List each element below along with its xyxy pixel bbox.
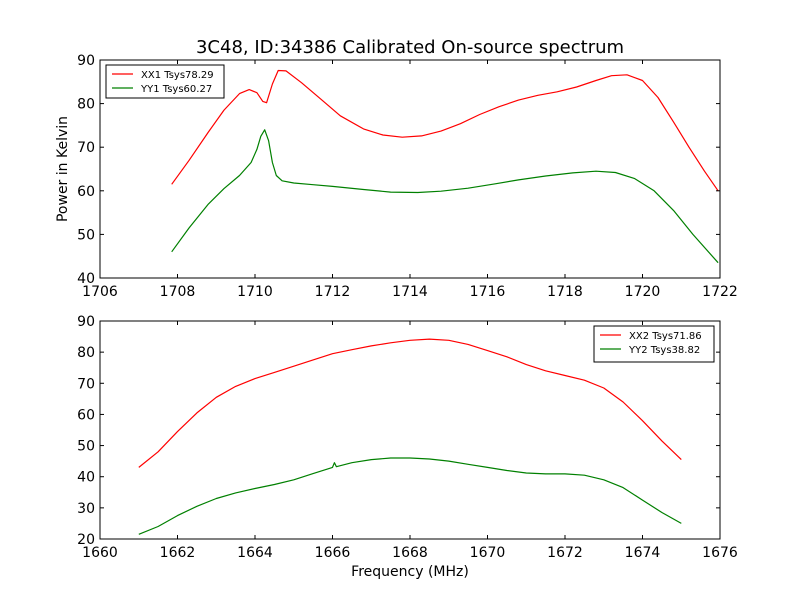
y-tick-label-1-3: 50 <box>77 439 95 455</box>
x-tick-label-1-3: 1666 <box>315 545 351 561</box>
legend-box-0 <box>105 64 225 99</box>
x-tick-label-0-1: 1708 <box>160 284 196 300</box>
series-line-0-1 <box>171 129 719 264</box>
y-tick-label-0-2: 60 <box>77 184 95 200</box>
x-tick-label-1-7: 1674 <box>625 545 661 561</box>
legend-label-1-1: YY2 Tsys38.82 <box>628 345 700 356</box>
x-tick-label-0-4: 1714 <box>392 284 428 300</box>
y-tick-label-0-0: 40 <box>77 271 95 287</box>
y-axis-label: Power in Kelvin <box>55 116 71 222</box>
x-tick-label-1-0: 1660 <box>82 545 118 561</box>
x-tick-label-0-0: 1706 <box>82 284 118 300</box>
legend-label-1-0: XX2 Tsys71.86 <box>629 331 702 342</box>
x-axis-label: Frequency (MHz) <box>351 564 469 580</box>
y-tick-label-1-0: 20 <box>77 532 95 548</box>
legend-label-0-1: YY1 Tsys60.27 <box>140 84 212 95</box>
series-line-1-0 <box>138 338 682 468</box>
y-tick-label-0-1: 50 <box>77 227 95 243</box>
x-tick-label-0-8: 1722 <box>702 284 738 300</box>
series-line-0-0 <box>171 69 719 192</box>
x-tick-label-1-5: 1670 <box>470 545 506 561</box>
x-tick-label-1-6: 1672 <box>547 545 583 561</box>
y-tick-label-1-7: 90 <box>77 314 95 330</box>
x-tick-label-0-3: 1712 <box>315 284 351 300</box>
y-tick-label-1-2: 40 <box>77 470 95 486</box>
y-tick-label-1-5: 70 <box>77 376 95 392</box>
x-tick-label-1-1: 1662 <box>160 545 196 561</box>
x-tick-label-0-6: 1718 <box>547 284 583 300</box>
y-tick-label-1-6: 80 <box>77 345 95 361</box>
y-tick-label-0-5: 90 <box>77 53 95 69</box>
figure-title: 3C48, ID:34386 Calibrated On-source spec… <box>196 37 624 58</box>
x-tick-label-1-2: 1664 <box>237 545 273 561</box>
bottom-panel: 1660 1662 1664 1666 1668 1670 1672 1674 1676 20 30… <box>77 314 738 561</box>
x-tick-label-1-8: 1676 <box>702 545 738 561</box>
top-panel: 1706 1708 1710 1712 1714 1716 1718 1720 1722 40 50… <box>77 53 738 300</box>
x-tick-label-1-4: 1668 <box>392 545 428 561</box>
series-line-1-1 <box>138 457 682 535</box>
x-tick-label-0-7: 1720 <box>625 284 661 300</box>
legend-1: XX2 Tsys71.86 YY2 Tsys38.82 <box>593 325 715 363</box>
legend-box-1 <box>593 325 715 363</box>
y-tick-label-0-4: 80 <box>77 97 95 113</box>
y-tick-label-1-4: 60 <box>77 407 95 423</box>
y-tick-label-0-3: 70 <box>77 140 95 156</box>
legend-0: XX1 Tsys78.29 YY1 Tsys60.27 <box>105 64 225 99</box>
legend-label-0-0: XX1 Tsys78.29 <box>141 70 214 81</box>
y-tick-label-1-1: 30 <box>77 501 95 517</box>
x-tick-label-0-5: 1716 <box>470 284 506 300</box>
x-tick-label-0-2: 1710 <box>237 284 273 300</box>
